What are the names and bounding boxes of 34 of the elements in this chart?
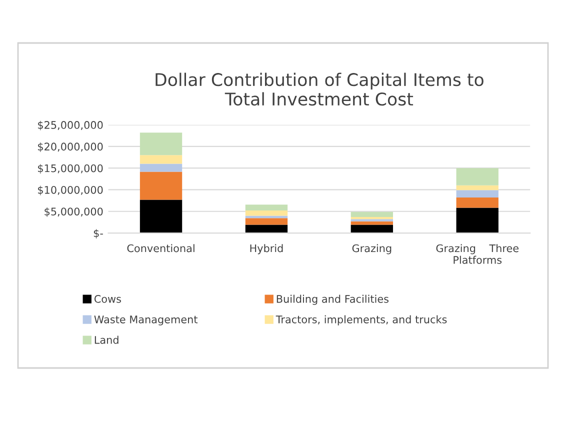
y-tick-label: $15,000,000 <box>38 164 103 174</box>
bar <box>140 155 182 164</box>
y-tick-label: $25,000,000 <box>38 120 103 130</box>
bar <box>350 221 394 225</box>
bar <box>350 224 394 234</box>
y-tick-label: $5,000,000 <box>44 207 103 217</box>
bar <box>140 200 182 234</box>
bar <box>245 224 288 234</box>
y-tick-label: $20,000,000 <box>38 142 103 152</box>
legend-label: Land <box>94 336 118 344</box>
bar <box>245 218 288 225</box>
bar <box>456 208 498 234</box>
bar <box>245 216 288 218</box>
bar <box>140 164 182 172</box>
x-tick-label: Conventional <box>127 244 194 252</box>
bar <box>245 204 288 211</box>
chart-title: Dollar Contribution of Capital Items to Total Investment Cost <box>156 72 484 106</box>
bar <box>456 190 498 198</box>
bar <box>140 132 182 156</box>
legend-label: Cows <box>94 294 121 303</box>
legend-label: Waste Management <box>94 316 198 326</box>
bar <box>140 172 182 200</box>
x-tick-label: Grazing Three Platforms <box>436 244 519 264</box>
x-tick-label: Grazing <box>352 244 392 254</box>
bar <box>350 212 394 218</box>
legend-label: Building and Facilities <box>276 294 388 305</box>
y-tick-label: $10,000,000 <box>38 186 103 196</box>
bar <box>456 185 498 190</box>
legend-label: Tractors, implements, and trucks <box>276 315 447 326</box>
bar <box>456 168 498 186</box>
x-tick-label: Hybrid <box>250 244 283 254</box>
bar <box>456 198 498 208</box>
y-tick-label: $- <box>94 229 103 239</box>
bar <box>245 210 288 216</box>
